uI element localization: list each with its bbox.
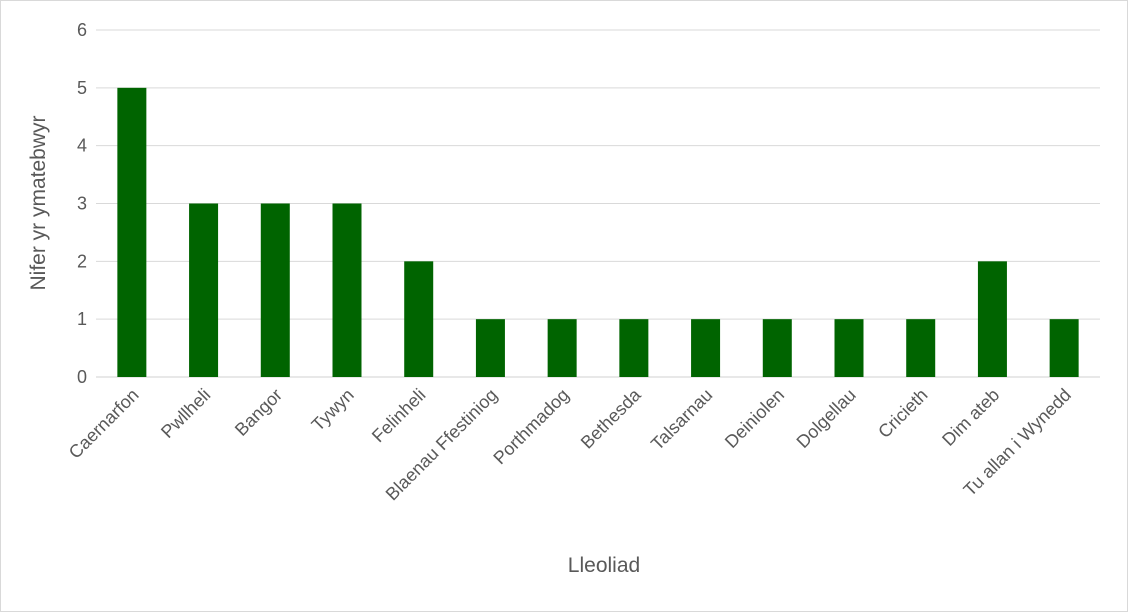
bar [332,203,362,377]
y-axis-title: Nifer yr ymatebwyr [27,115,50,290]
y-tick-label: 0 [77,367,87,387]
x-tick-label: Bangor [231,385,286,440]
x-axis-title: Lleoliad [568,554,640,577]
x-axis-ticks: Caernarfon Pwllheli Bangor Tywyn FelinheliBl… [65,384,1075,504]
bar [762,319,792,377]
bar [260,203,290,377]
bars [117,87,1079,377]
bar [475,319,505,377]
x-tick-label: Tywyn [308,385,358,435]
x-tick-label: Deiniolen [721,385,788,452]
bar [117,87,147,377]
y-tick-label: 2 [77,251,87,271]
bar [404,261,434,377]
bar [619,319,649,377]
x-tick-label: Dolgellau [793,385,860,452]
y-tick-label: 5 [77,78,87,98]
x-tick-label: Talsarnau [647,385,716,454]
x-tick-label: Cricieth [874,385,931,442]
gridlines [96,29,1100,378]
y-axis-ticks: 0 1 2 3 4 5 6 [77,20,87,387]
x-tick-label: Pwllheli [157,385,214,442]
bar [977,261,1007,377]
y-tick-label: 1 [77,309,87,329]
x-tick-label: Porthmadog [489,385,572,468]
x-tick-label: Felinheli [368,385,430,447]
y-tick-label: 4 [77,136,87,156]
y-tick-label: 6 [77,20,87,40]
x-tick-label: Dim ateb [938,385,1003,450]
x-tick-label: Bethesda [577,384,646,453]
y-tick-label: 3 [77,194,87,214]
bar [691,319,721,377]
bar [906,319,936,377]
bar [189,203,219,377]
bar [1049,319,1079,377]
x-tick-label: Caernarfon [65,385,143,463]
bar [834,319,864,377]
bar [547,319,577,377]
